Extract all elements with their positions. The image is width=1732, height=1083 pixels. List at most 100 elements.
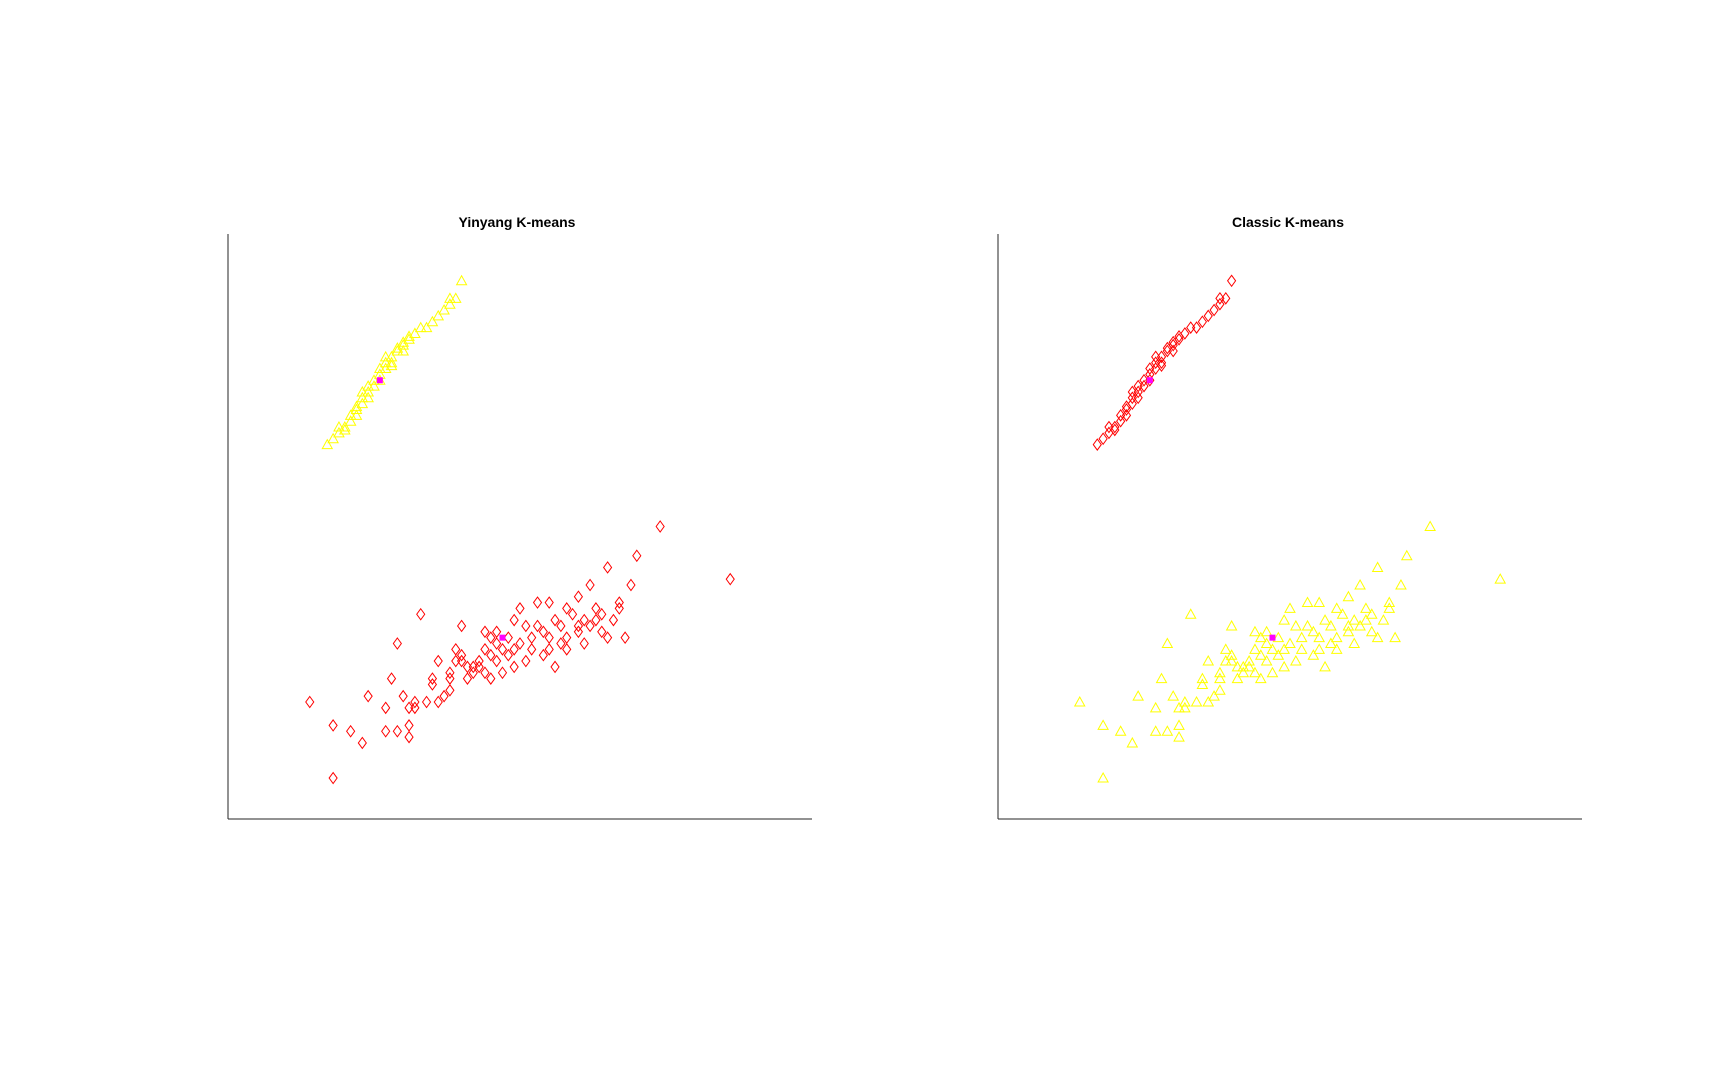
plot-title: Classic K-means (1232, 214, 1344, 230)
diamond-point (521, 619, 531, 633)
triangle-point (1330, 602, 1343, 613)
triangle-point (385, 359, 398, 371)
triangle-point (385, 356, 398, 368)
diamond-point (725, 572, 735, 586)
plot-title: Yinyang K-means (459, 214, 576, 230)
triangle-point (1365, 625, 1378, 637)
diamond-point (608, 613, 619, 627)
diamond-point (433, 654, 443, 668)
diamond-point (416, 607, 426, 621)
diamond-point (363, 689, 373, 703)
triangle-point (1307, 625, 1320, 637)
diamond-point (381, 701, 391, 715)
triangle-point (1237, 660, 1250, 672)
triangle-point (1307, 649, 1320, 660)
triangle-point (1214, 666, 1226, 678)
triangle-point (1260, 637, 1273, 648)
triangle-point (344, 409, 357, 420)
triangle-point (1149, 725, 1162, 736)
triangle-point (1371, 561, 1384, 572)
diamond-point (550, 660, 560, 674)
diamond-point (392, 724, 402, 738)
triangle-point (379, 362, 392, 374)
triangle-point (1348, 614, 1361, 625)
triangle-point (1354, 619, 1366, 631)
diamond-point (532, 596, 543, 609)
diamond-point (597, 625, 607, 639)
diamond-point (456, 648, 467, 662)
triangle-point (1254, 631, 1267, 643)
triangle-point (444, 298, 456, 309)
diamond-point (328, 771, 338, 785)
triangle-point (1424, 520, 1437, 531)
triangle-point (1249, 625, 1261, 637)
diamond-point (503, 631, 513, 645)
diamond-point (509, 660, 519, 674)
diamond-point (445, 666, 455, 680)
diamond-point (579, 613, 589, 627)
diamond-point (456, 654, 467, 668)
triangle-point (1161, 725, 1174, 736)
triangle-point (397, 339, 410, 350)
triangle-point (368, 374, 380, 385)
triangle-point (1377, 614, 1390, 625)
diamond-point (503, 648, 513, 662)
triangle-point (1225, 649, 1238, 660)
diamond-point (1168, 344, 1178, 358)
diamond-point (556, 637, 566, 650)
diamond-point (1121, 408, 1132, 422)
diamond-point (497, 642, 508, 656)
triangle-point (1295, 631, 1308, 643)
triangle-point (333, 421, 345, 432)
triangle-point (1114, 725, 1127, 736)
triangle-point (1354, 578, 1366, 590)
triangle-point (1073, 695, 1086, 707)
diamond-point (620, 631, 630, 645)
axes-lines (227, 234, 812, 820)
triangle-point (1190, 695, 1203, 707)
diamond-point (421, 695, 432, 709)
triangle-point (1278, 643, 1291, 654)
triangle-point (455, 274, 468, 286)
triangle-point (1313, 631, 1326, 643)
triangle-point (356, 391, 369, 403)
diamond-point (439, 689, 449, 703)
triangle-point (1243, 660, 1255, 672)
triangle-point (438, 304, 450, 315)
diamond-point (474, 654, 484, 668)
triangle-point (1325, 637, 1337, 648)
diamond-point (515, 602, 525, 615)
triangle-point (1289, 619, 1302, 631)
centroid-marker (499, 634, 506, 641)
triangle-point (368, 380, 380, 391)
triangle-point (1132, 690, 1145, 701)
diamond-point (538, 625, 548, 639)
diamond-point (410, 695, 420, 709)
diamond-point (492, 637, 502, 650)
triangle-point (1383, 596, 1396, 608)
triangle-point (391, 344, 404, 356)
diamond-point (427, 678, 438, 691)
triangle-point (1219, 655, 1232, 666)
diamond-point (538, 648, 548, 662)
diamond-point (1139, 379, 1149, 393)
diamond-point (445, 672, 455, 685)
diamond-point (1191, 321, 1202, 334)
triangle-point (1319, 614, 1331, 625)
triangle-point (1254, 672, 1267, 684)
diamond-point (1226, 274, 1237, 288)
diamond-point (626, 578, 636, 592)
diamond-point (486, 631, 496, 645)
diamond-point (480, 666, 490, 680)
triangle-point (1249, 643, 1261, 654)
triangle-point (1342, 619, 1355, 631)
triangle-point (1383, 602, 1396, 613)
diamond-point (410, 701, 420, 715)
triangle-point (1214, 684, 1226, 695)
triangle-point (1342, 625, 1355, 637)
diamond-point (1151, 350, 1161, 364)
triangle-point (1371, 631, 1384, 643)
triangle-point (391, 342, 404, 353)
triangle-point (1313, 596, 1326, 608)
